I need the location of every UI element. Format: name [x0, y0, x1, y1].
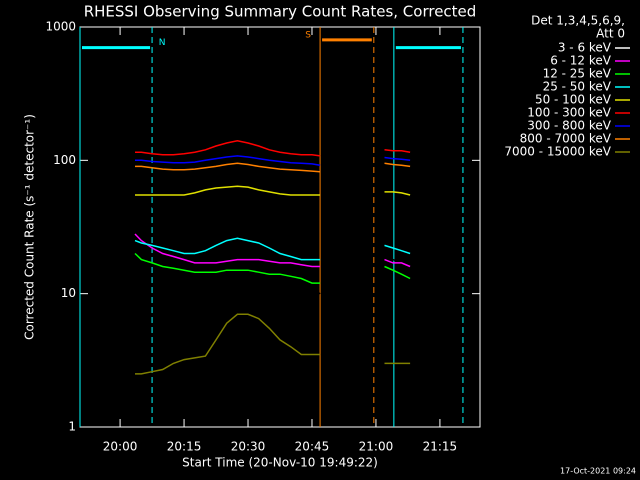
- x-tick-label: 21:15: [423, 440, 458, 454]
- legend-header: Det 1,3,4,5,6,9,: [531, 14, 625, 28]
- timestamp: 17-Oct-2021 09:24: [560, 467, 636, 476]
- series-line: [134, 189, 411, 295]
- legend-label: 800 - 7000 keV: [520, 132, 612, 146]
- plot-frame: [79, 26, 481, 428]
- legend-label: 3 - 6 keV: [558, 41, 612, 55]
- chart-title: RHESSI Observing Summary Count Rates, Co…: [84, 3, 477, 21]
- y-tick-label: 10: [61, 286, 76, 300]
- y-tick-label: 100: [53, 153, 76, 167]
- y-tick-label: 1: [68, 420, 76, 434]
- legend-label: 100 - 300 keV: [527, 106, 611, 120]
- legend-label: 7000 - 15000 keV: [504, 145, 611, 159]
- legend-label: 6 - 12 keV: [550, 54, 612, 68]
- series-line: [135, 162, 411, 173]
- legend-label: 25 - 50 keV: [543, 80, 612, 94]
- series-line: [134, 252, 411, 284]
- series-line: [134, 237, 411, 261]
- x-tick-label: 21:00: [359, 440, 394, 454]
- x-tick-label: 20:45: [295, 440, 330, 454]
- series-line: [135, 155, 411, 166]
- series-line: [134, 233, 411, 268]
- legend-label: 12 - 25 keV: [543, 67, 612, 81]
- x-tick-label: 20:30: [231, 440, 266, 454]
- legend-label: 300 - 800 keV: [527, 119, 611, 133]
- series-line: [135, 185, 411, 196]
- x-axis-label: Start Time (20-Nov-10 19:49:22): [182, 456, 378, 470]
- x-tick-label: 20:00: [103, 440, 138, 454]
- series-line: [135, 140, 411, 157]
- legend-header: Att 0: [596, 27, 625, 41]
- y-tick-label: 1000: [45, 20, 76, 34]
- flag-label: S: [305, 30, 311, 40]
- y-axis-label: Corrected Count Rate (s⁻¹ detector⁻¹): [23, 114, 37, 340]
- series-line: [135, 313, 411, 375]
- x-tick-label: 20:15: [167, 440, 202, 454]
- legend-label: 50 - 100 keV: [535, 93, 612, 107]
- flag-label: N: [159, 38, 166, 48]
